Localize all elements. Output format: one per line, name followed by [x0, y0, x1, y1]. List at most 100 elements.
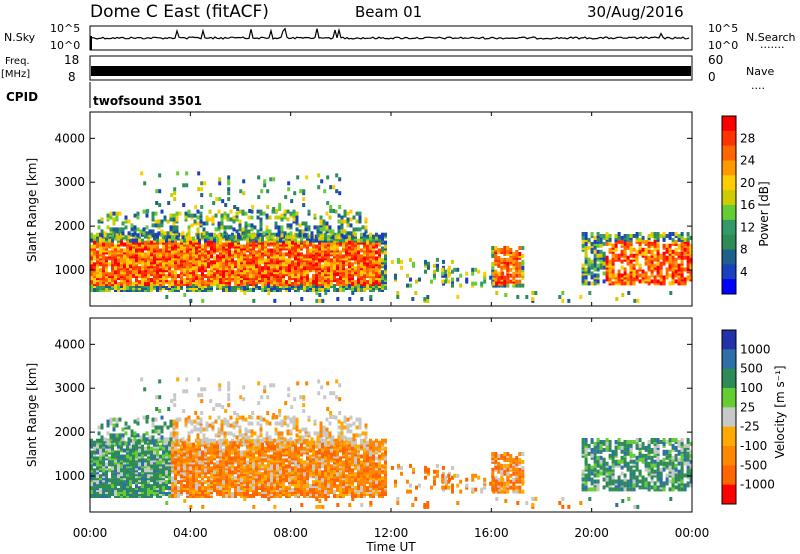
power-cell	[330, 268, 333, 273]
power-cell	[489, 275, 493, 280]
velocity-cell	[177, 470, 180, 475]
power-cell	[337, 213, 341, 218]
power-cell	[686, 263, 690, 268]
power-cell	[337, 225, 341, 230]
colorbar-swatch	[722, 249, 736, 265]
nsky-left-tick-top: 10^5	[50, 22, 80, 35]
power-cell	[300, 252, 303, 257]
power-cell	[626, 234, 630, 238]
power-cell	[415, 279, 418, 284]
power-cell	[193, 213, 197, 218]
power-cell	[286, 217, 290, 222]
power-cell	[442, 259, 445, 264]
power-cell	[210, 232, 213, 237]
power-cell	[320, 179, 324, 184]
power-cell	[289, 223, 293, 228]
power-cell	[584, 235, 588, 240]
power-cell	[129, 250, 132, 255]
power-cell	[196, 209, 200, 214]
power-cell	[114, 280, 117, 285]
power-cell	[132, 266, 135, 271]
velocity-cell	[144, 458, 147, 463]
velocity-cell	[264, 464, 267, 469]
power-cell	[396, 291, 400, 295]
power-cell	[310, 235, 314, 240]
power-cell	[357, 278, 360, 283]
velocity-cell	[249, 486, 252, 491]
power-cell	[329, 209, 333, 213]
power-cell	[252, 266, 255, 271]
power-cell	[189, 298, 193, 303]
power-cell	[192, 284, 195, 288]
power-cell	[656, 279, 660, 284]
velocity-cell	[114, 476, 117, 481]
power-cell	[593, 235, 597, 240]
power-cell	[605, 232, 609, 236]
power-cell	[304, 221, 308, 226]
power-cell	[581, 263, 585, 268]
power-cell	[156, 254, 159, 259]
power-cell	[226, 225, 230, 230]
power-cell	[147, 268, 150, 273]
power-cell	[677, 251, 681, 256]
velocity-cell	[264, 476, 267, 481]
power-cell	[196, 235, 200, 240]
power-cell	[108, 278, 111, 283]
power-cell	[162, 248, 165, 253]
power-cell	[244, 211, 248, 216]
velocity-cell	[261, 480, 264, 485]
power-cell	[237, 258, 240, 263]
power-cell	[209, 193, 213, 198]
power-cell	[244, 221, 248, 226]
power-cell	[132, 260, 135, 265]
velocity-cell	[186, 472, 189, 477]
power-cell	[261, 288, 264, 292]
power-cell	[192, 236, 195, 241]
power-cell	[503, 250, 507, 254]
power-cell	[509, 279, 513, 284]
power-cell	[259, 227, 263, 232]
power-cell	[264, 264, 267, 269]
velocity-cell	[144, 440, 147, 445]
velocity-cell	[147, 488, 150, 492]
velocity-cell	[252, 472, 255, 477]
power-cell	[129, 238, 132, 243]
velocity-cell	[129, 452, 132, 457]
power-cell	[261, 274, 264, 279]
power-cell	[273, 298, 277, 303]
power-cell	[515, 279, 519, 284]
power-cell	[321, 246, 324, 251]
power-cell	[315, 256, 318, 261]
velocity-cell	[264, 470, 267, 475]
power-cell	[154, 223, 158, 228]
power-cell	[276, 278, 279, 283]
power-cell	[138, 242, 141, 247]
power-cell	[207, 240, 210, 245]
power-cell	[518, 261, 522, 266]
power-cell	[500, 257, 504, 262]
power-cell	[250, 223, 254, 228]
power-cell	[147, 256, 150, 261]
power-cell	[324, 250, 327, 255]
power-cell	[590, 232, 594, 236]
power-cell	[219, 236, 222, 241]
power-cell	[216, 238, 219, 243]
power-cell	[96, 238, 99, 243]
power-cell	[315, 248, 318, 253]
power-cell	[259, 221, 263, 226]
velocity-cell	[138, 448, 141, 453]
power-cell	[650, 273, 654, 278]
power-cell	[683, 237, 687, 242]
velocity-cell	[228, 482, 231, 487]
power-cell	[133, 231, 137, 236]
power-cell	[273, 258, 276, 263]
power-cell	[336, 232, 339, 237]
velocity-cell	[237, 464, 240, 469]
power-cell	[406, 283, 409, 288]
power-cell	[157, 231, 161, 236]
power-cell	[196, 221, 200, 226]
freq-trace	[91, 66, 691, 76]
power-cell	[346, 211, 350, 216]
power-cell	[262, 211, 266, 216]
power-cell	[662, 261, 666, 266]
